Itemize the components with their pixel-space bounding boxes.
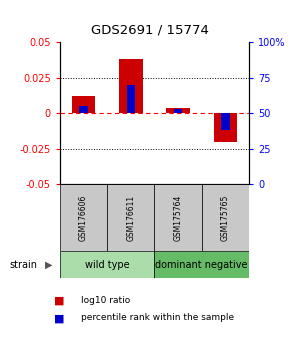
Text: GDS2691 / 15774: GDS2691 / 15774 [91, 23, 209, 36]
Text: GSM176606: GSM176606 [79, 194, 88, 241]
Bar [154, 251, 249, 278]
Text: wild type: wild type [85, 259, 130, 270]
Bar [80, 106, 88, 113]
Bar [154, 184, 202, 251]
Bar [60, 184, 107, 251]
Bar [221, 113, 230, 130]
Bar [166, 108, 190, 113]
Bar [119, 59, 143, 113]
Text: log10 ratio: log10 ratio [81, 296, 130, 304]
Bar [127, 85, 135, 113]
Bar [174, 109, 182, 113]
Text: GSM176611: GSM176611 [126, 195, 135, 241]
Text: ▶: ▶ [45, 259, 52, 270]
Bar [202, 184, 249, 251]
Bar [60, 251, 154, 278]
Text: ■: ■ [54, 296, 64, 306]
Text: strain: strain [9, 259, 37, 270]
Text: percentile rank within the sample: percentile rank within the sample [81, 313, 234, 322]
Text: dominant negative: dominant negative [155, 259, 248, 270]
Text: ■: ■ [54, 313, 64, 323]
Text: GSM175765: GSM175765 [221, 194, 230, 241]
Text: GSM175764: GSM175764 [174, 194, 183, 241]
Bar [214, 113, 237, 142]
Bar [72, 96, 95, 113]
Bar [107, 184, 154, 251]
